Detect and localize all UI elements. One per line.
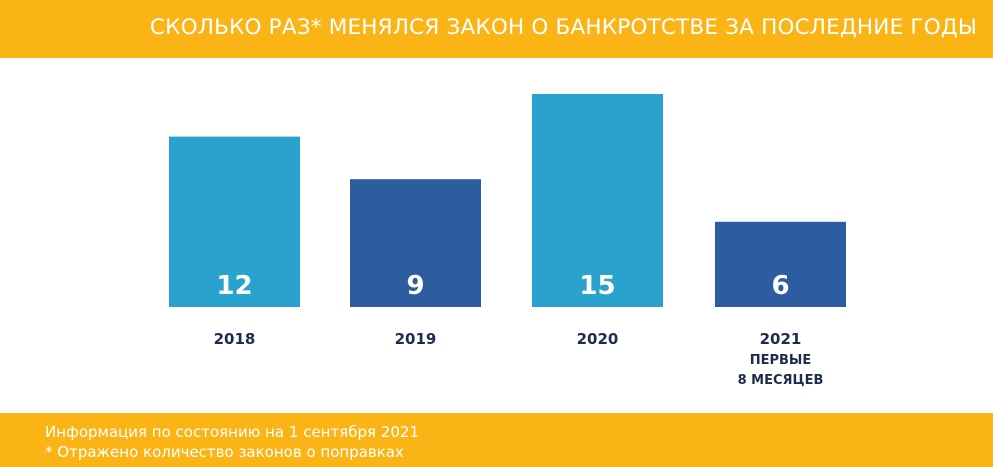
bar-chart: 12 2018 9 2019 15 2020 6 2021 ПЕРВЫЕ 8 МЕСЯЦЕВ [169, 94, 846, 388]
bar-2019 [350, 179, 481, 307]
x-tick-label-2018: 2018 [214, 330, 256, 348]
bar-2018 [169, 136, 300, 307]
x-tick-sublabel: 8 МЕСЯЦЕВ [738, 373, 824, 388]
data-label-2020: 15 [579, 271, 615, 301]
x-tick-label-2021: 2021 [760, 330, 802, 348]
x-tick-label-2020: 2020 [577, 330, 619, 348]
data-label-2018: 12 [216, 271, 252, 301]
footer-note-asterisk: * Отражено количество законов о поправка… [45, 443, 404, 461]
data-label-2021: 6 [771, 271, 789, 301]
header-band: СКОЛЬКО РАЗ* МЕНЯЛСЯ ЗАКОН О БАНКРОТСТВЕ… [0, 0, 993, 58]
footer-band: Информация по состоянию на 1 сентября 20… [0, 413, 993, 467]
data-label-2019: 9 [406, 271, 424, 301]
bar-2020 [532, 94, 663, 307]
bar-2021 [715, 221, 846, 307]
x-tick-sublabel: ПЕРВЫЕ [750, 353, 812, 368]
x-tick-label-2019: 2019 [395, 330, 437, 348]
chart-title: СКОЛЬКО РАЗ* МЕНЯЛСЯ ЗАКОН О БАНКРОТСТВЕ… [149, 15, 977, 40]
footer-note-date: Информация по состоянию на 1 сентября 20… [45, 423, 419, 441]
